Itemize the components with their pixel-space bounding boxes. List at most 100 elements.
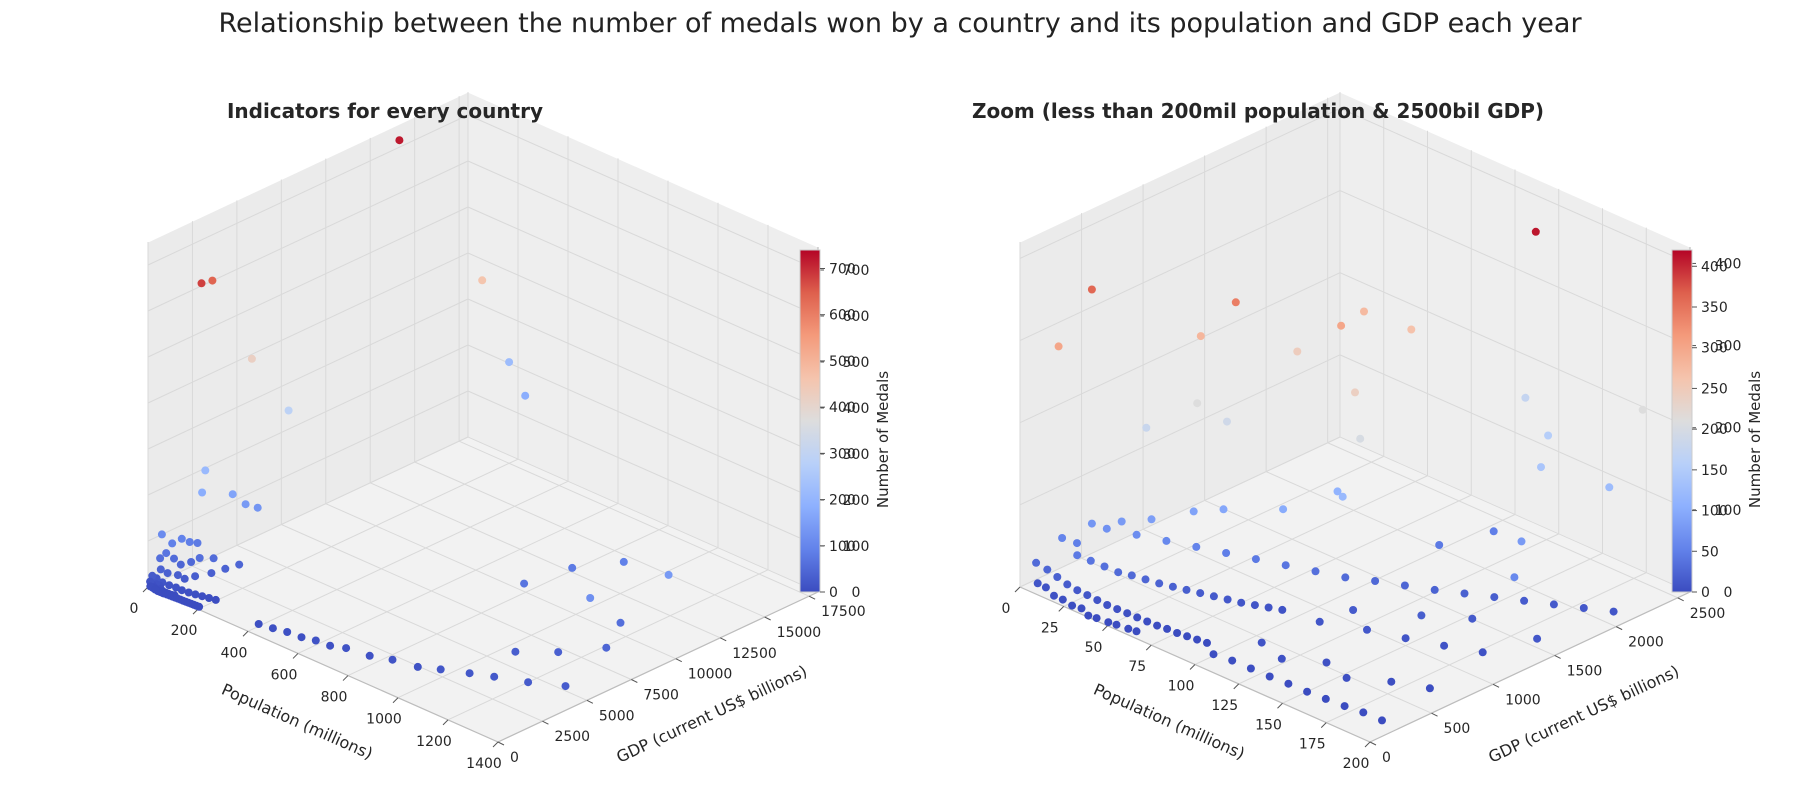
gridline-x xyxy=(1151,494,1472,646)
x-tick-label: 1000 xyxy=(366,712,402,728)
gridline-y xyxy=(1265,471,1617,628)
data-point xyxy=(1050,591,1058,600)
gridline-y xyxy=(281,524,632,680)
x-tick-label: 125 xyxy=(1211,698,1238,714)
data-point xyxy=(1173,629,1182,637)
gridline-z xyxy=(1339,436,1691,593)
data-point xyxy=(1193,399,1202,408)
data-point xyxy=(1053,573,1062,581)
data-point xyxy=(241,500,250,509)
y-tick-label: 2000 xyxy=(1628,635,1664,651)
colorbar-tick-label: 500 xyxy=(829,354,856,370)
data-point xyxy=(1293,347,1302,356)
data-point xyxy=(1153,621,1162,630)
x-tick-label: 1400 xyxy=(466,756,502,772)
data-point xyxy=(342,644,351,653)
data-point xyxy=(602,643,611,652)
panel-title: Zoom (less than 200mil population & 2500… xyxy=(972,99,1544,123)
data-point xyxy=(1102,524,1111,533)
data-point xyxy=(1086,556,1095,565)
data-point xyxy=(1250,601,1259,610)
data-point xyxy=(1549,600,1558,609)
data-point xyxy=(185,538,194,546)
data-point xyxy=(1142,423,1151,432)
figure-suptitle: Relationship between the number of medal… xyxy=(218,8,1582,39)
data-point xyxy=(616,618,625,627)
data-point xyxy=(1228,656,1237,665)
colorbar-tick-label: 250 xyxy=(1701,381,1728,397)
data-point xyxy=(1359,708,1368,717)
data-point xyxy=(1510,573,1519,582)
gridline-z xyxy=(1019,190,1341,342)
data-point xyxy=(1371,577,1380,585)
z-tick-label: 300 xyxy=(843,447,870,463)
data-point xyxy=(1531,227,1540,236)
data-point xyxy=(1338,492,1347,501)
colorbar-tick-label: 400 xyxy=(1701,259,1728,275)
data-point xyxy=(163,569,172,578)
data-point xyxy=(1489,527,1498,536)
x-tick xyxy=(1364,741,1371,748)
y-tick xyxy=(586,699,594,704)
z-tick-label: 400 xyxy=(1715,256,1742,272)
y-tick-label: 0 xyxy=(1382,750,1391,766)
y-tick xyxy=(497,741,505,746)
data-point xyxy=(520,579,529,588)
gridline-z xyxy=(1339,107,1691,264)
data-point xyxy=(413,662,422,671)
x-tick-label: 50 xyxy=(1085,640,1103,656)
x-tick xyxy=(1058,606,1065,612)
y-tick xyxy=(764,616,771,621)
data-point xyxy=(165,581,174,590)
data-point xyxy=(1123,609,1132,618)
data-point xyxy=(1231,298,1240,307)
x-axis-line xyxy=(147,586,499,743)
data-point xyxy=(156,565,165,574)
data-point xyxy=(156,554,165,563)
data-point xyxy=(1435,541,1444,549)
data-point xyxy=(253,503,262,512)
x-axis-label: Population (millions) xyxy=(219,680,376,764)
data-point xyxy=(1265,672,1274,681)
data-point xyxy=(1333,487,1342,496)
gridline-y xyxy=(236,544,588,701)
z-tick-label: 400 xyxy=(843,401,870,417)
y-tick xyxy=(1369,741,1377,746)
gridline-z xyxy=(1339,190,1691,347)
x-tick xyxy=(242,630,249,637)
colorbar xyxy=(1671,249,1693,593)
y-tick-label: 15000 xyxy=(777,625,822,641)
x-tick xyxy=(1233,683,1240,690)
colorbar-tick-label: 400 xyxy=(829,400,856,416)
y-tick-label: 10000 xyxy=(688,667,733,683)
y-tick-label: 5000 xyxy=(599,708,635,724)
data-point xyxy=(1401,634,1410,643)
data-point xyxy=(1251,555,1260,564)
data-point xyxy=(478,276,487,285)
data-point xyxy=(1209,650,1218,659)
x-tick xyxy=(1014,586,1021,593)
y-tick-label: 0 xyxy=(510,750,519,766)
data-point xyxy=(1378,716,1386,725)
data-point xyxy=(1579,604,1588,612)
data-point xyxy=(1363,625,1371,634)
data-point xyxy=(247,354,256,363)
z-tick-label: 200 xyxy=(1715,421,1742,437)
data-point xyxy=(173,571,182,580)
data-point xyxy=(521,391,530,400)
data-point xyxy=(1182,585,1191,594)
data-point xyxy=(1490,593,1499,602)
data-point xyxy=(283,628,292,636)
x-tick-label: 200 xyxy=(171,623,198,639)
gridline-y xyxy=(1081,557,1432,714)
y-tick-label: 17500 xyxy=(821,604,866,620)
x-tick-label: 75 xyxy=(1128,659,1146,675)
data-point xyxy=(561,682,570,691)
gridline-y xyxy=(1327,442,1678,599)
y-tick xyxy=(1554,655,1561,659)
z-tick-label: 500 xyxy=(843,355,870,371)
data-point xyxy=(1533,634,1542,643)
gridline-z xyxy=(1019,354,1341,506)
data-point xyxy=(180,574,189,583)
